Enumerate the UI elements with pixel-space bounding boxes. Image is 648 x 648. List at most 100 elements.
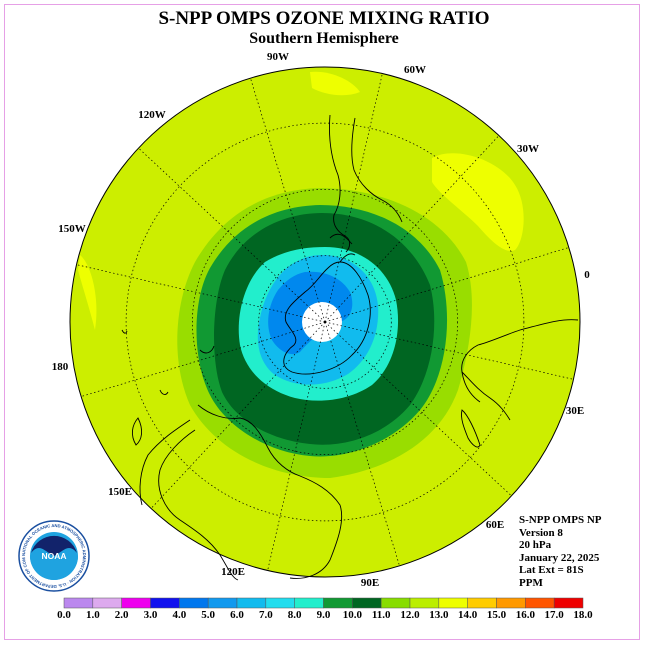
ozone-field xyxy=(70,67,580,577)
map-subtitle: Southern Hemisphere xyxy=(249,30,399,47)
info-date: January 22, 2025 xyxy=(519,551,600,564)
logo-wave xyxy=(30,552,78,580)
meridian-line xyxy=(150,321,326,509)
longitude-label: 30W xyxy=(517,143,539,155)
latitude-circle xyxy=(258,255,392,389)
colorbar-tick-label: 9.0 xyxy=(317,609,331,621)
antarctica-coast xyxy=(283,261,371,375)
meridian-line xyxy=(267,321,326,571)
info-lat-extent: Lat Ext = 81S xyxy=(519,564,584,576)
longitude-labels: 90W 60W 30W 0 30E 60E 90E 120E 150E 180 150W 120W xyxy=(52,51,591,589)
meridian-line xyxy=(324,321,512,497)
colorbar-segment xyxy=(179,597,209,609)
meridian-line xyxy=(324,321,400,566)
meridian-line xyxy=(324,321,574,380)
color-scale-bar: 0.0 1.0 2.0 3.0 4.0 5.0 6.0 7.0 8.0 9.0 10.0 11.0 12… xyxy=(57,597,593,621)
longitude-label: 60E xyxy=(486,519,504,531)
info-version: Version 8 xyxy=(519,526,563,539)
longitude-label: 150E xyxy=(108,486,132,498)
colorbar-segment xyxy=(467,597,497,609)
info-panel: S-NPP OMPS NP Version 8 20 hPa January 2… xyxy=(519,514,602,589)
map-title: S-NPP OMPS OZONE MIXING RATIO xyxy=(158,8,490,29)
indian-ocean-coast xyxy=(139,419,191,506)
longitude-label: 120E xyxy=(221,566,245,578)
island-coast xyxy=(131,417,143,446)
antarctic-peninsula xyxy=(339,253,356,263)
colorbar-segment xyxy=(150,597,180,609)
polar-no-data-hole xyxy=(302,302,342,342)
yellow-edge-region xyxy=(78,255,97,330)
colorbar-segment xyxy=(63,597,94,609)
meridian-line xyxy=(138,147,326,323)
colorbar-tick-label: 8.0 xyxy=(288,609,302,621)
longitude-label: 180 xyxy=(52,361,69,373)
south-america-east-coast xyxy=(351,117,403,223)
colorbar-segment xyxy=(525,597,555,609)
colorbar-tick-label: 6.0 xyxy=(230,609,244,621)
colorbar-tick-label: 1.0 xyxy=(86,609,100,621)
coastlines xyxy=(121,114,579,581)
longitude-label: 90W xyxy=(267,51,289,63)
islet-coast-2 xyxy=(159,389,169,395)
longitude-label: 90E xyxy=(361,577,379,589)
info-product: S-NPP OMPS NP xyxy=(519,514,602,526)
graticule xyxy=(76,73,574,571)
colorbar-tick-label: 16.0 xyxy=(516,609,536,621)
logo-text: NOAA xyxy=(41,551,66,561)
info-pressure-level: 20 hPa xyxy=(519,539,552,551)
map-border-circle xyxy=(69,66,581,578)
meridian-line xyxy=(81,321,326,397)
colorbar-segment xyxy=(438,597,468,609)
logo-bird-icon xyxy=(31,535,77,556)
colorbar-segment xyxy=(236,597,267,609)
colorbar-tick-label: 18.0 xyxy=(573,609,593,621)
meridian-line xyxy=(324,247,569,323)
colorbar-segment xyxy=(294,597,324,609)
colorbar-tick-label: 3.0 xyxy=(144,609,158,621)
islet-coast-3 xyxy=(121,329,128,334)
colorbar-segment xyxy=(496,597,526,609)
colorbar-segment xyxy=(265,597,295,609)
colorbar-tick-label: 0.0 xyxy=(57,609,71,621)
australia-west-coast xyxy=(158,429,239,581)
meridian-line xyxy=(324,73,383,323)
africa-south-coast xyxy=(461,371,511,421)
colorbar-segment xyxy=(92,597,122,609)
latitude-circle xyxy=(125,122,525,522)
colorbar-segment xyxy=(380,597,411,609)
colorbar-tick-label: 7.0 xyxy=(259,609,273,621)
colorbar-tick-label: 12.0 xyxy=(400,609,420,621)
colorbar-segment xyxy=(352,597,382,609)
colorbar-tick-label: 15.0 xyxy=(487,609,507,621)
colorbar-segment xyxy=(553,597,584,609)
islet-coast-1 xyxy=(199,345,215,354)
meridian-line xyxy=(250,78,326,323)
longitude-label: 30E xyxy=(566,405,584,417)
yellow-small-region xyxy=(310,71,360,96)
tierra-del-fuego xyxy=(329,233,353,245)
info-units: PPM xyxy=(519,576,543,589)
meridian-line xyxy=(324,135,500,323)
colorbar-tick-label: 13.0 xyxy=(429,609,449,621)
colorbar-tick-label: 14.0 xyxy=(458,609,478,621)
colorbar-segment xyxy=(409,597,440,609)
colorbar-tick-label: 2.0 xyxy=(115,609,129,621)
longitude-label: 0 xyxy=(584,269,590,281)
colorbar-tick-label: 17.0 xyxy=(545,609,565,621)
latitude-circle xyxy=(192,189,458,455)
colorbar-segment xyxy=(207,597,238,609)
meridian-line xyxy=(76,264,326,323)
colorbar-tick-label: 10.0 xyxy=(343,609,363,621)
colorbar-segment xyxy=(323,597,353,609)
colorbar-segment xyxy=(121,597,151,609)
plot-frame xyxy=(4,4,640,640)
colorbar-tick-label: 4.0 xyxy=(172,609,186,621)
longitude-label: 120W xyxy=(138,109,166,121)
australia-coast xyxy=(197,404,343,579)
madagascar-coast xyxy=(461,409,481,448)
africa-coast xyxy=(461,319,579,403)
longitude-label: 150W xyxy=(58,223,86,235)
colorbar-tick-label: 11.0 xyxy=(372,609,391,621)
